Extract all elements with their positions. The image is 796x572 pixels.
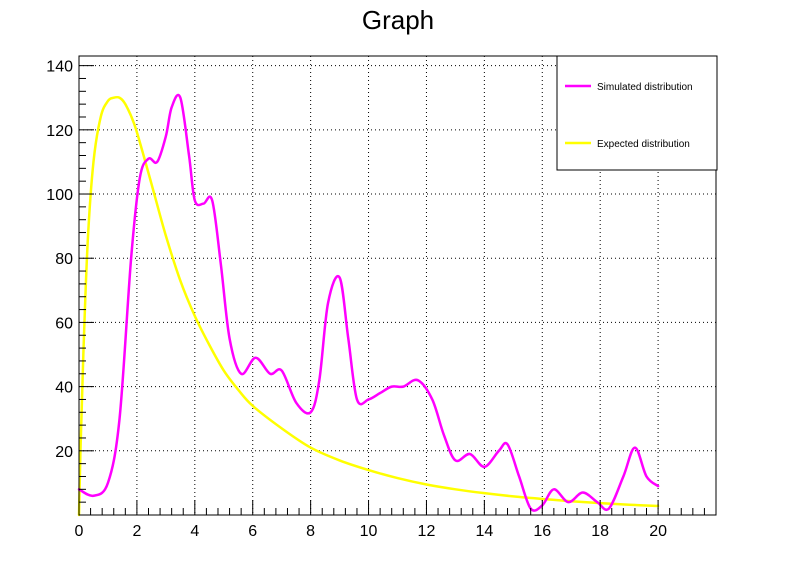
series-line-simulated — [77, 93, 660, 512]
x-tick-label: 18 — [591, 523, 609, 540]
x-tick-label: 10 — [360, 523, 378, 540]
plot-frame — [78, 55, 717, 516]
y-tick-label: 100 — [46, 187, 73, 204]
x-tick-label: 8 — [306, 523, 315, 540]
x-tick-label: 20 — [649, 523, 667, 540]
y-tick-label: 60 — [55, 315, 73, 332]
x-tick-label: 16 — [533, 523, 551, 540]
axes: 0 2 4 6 8 10 12 14 16 18 20 20 40 60 80 100 120 140 — [46, 59, 717, 540]
y-tick-label: 140 — [46, 59, 73, 76]
x-tick-label: 4 — [190, 523, 199, 540]
x-tick-label: 6 — [248, 523, 257, 540]
x-tick-label: 14 — [475, 523, 493, 540]
series-line-expected — [77, 95, 660, 517]
y-tick-label: 40 — [55, 380, 73, 397]
y-tick-label: 20 — [55, 444, 73, 461]
legend-label: Simulated distribution — [597, 82, 693, 93]
legend-box — [556, 55, 718, 171]
y-tick-label: 120 — [46, 123, 73, 140]
series-layer — [77, 93, 660, 517]
legend: Simulated distribution Expected distribut… — [556, 55, 718, 171]
chart-title: Graph — [362, 5, 434, 35]
x-tick-label: 2 — [132, 523, 141, 540]
legend-label: Expected distribution — [597, 139, 690, 150]
x-tick-label: 0 — [75, 523, 84, 540]
y-tick-label: 80 — [55, 251, 73, 268]
x-tick-label: 12 — [418, 523, 436, 540]
